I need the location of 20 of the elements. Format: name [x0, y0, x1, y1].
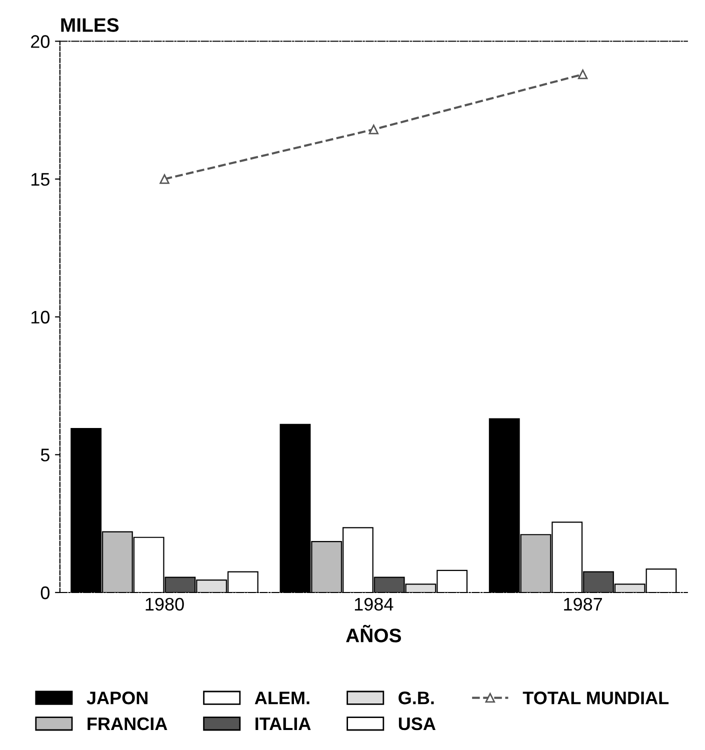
y-tick-label: 5 — [40, 448, 50, 462]
x-tick-label: 1980 — [146, 598, 184, 611]
legend-label: G.B. — [398, 692, 434, 704]
legend-label: JAPON — [86, 692, 148, 704]
x-axis-title: AÑOS — [346, 624, 401, 642]
legend-label: ITALIA — [256, 718, 311, 730]
y-axis-title: MILES — [61, 18, 119, 32]
y-tick-label: 15 — [32, 173, 50, 186]
y-tick-label: 0 — [40, 586, 50, 600]
legend-label: FRANCIA — [88, 717, 168, 730]
point — [578, 69, 588, 80]
point — [160, 174, 170, 184]
y-tick-label: 10 — [32, 310, 50, 324]
x-tick-label: 1984 — [354, 598, 394, 611]
legend-label: ALEM. — [254, 692, 310, 704]
point — [368, 124, 379, 134]
x-tick-label: 1987 — [564, 598, 602, 611]
legend-label: TOTAL MUNDIAL — [522, 692, 669, 704]
y-tick-label: 20 — [31, 35, 50, 48]
legend-label: USA — [398, 717, 436, 730]
